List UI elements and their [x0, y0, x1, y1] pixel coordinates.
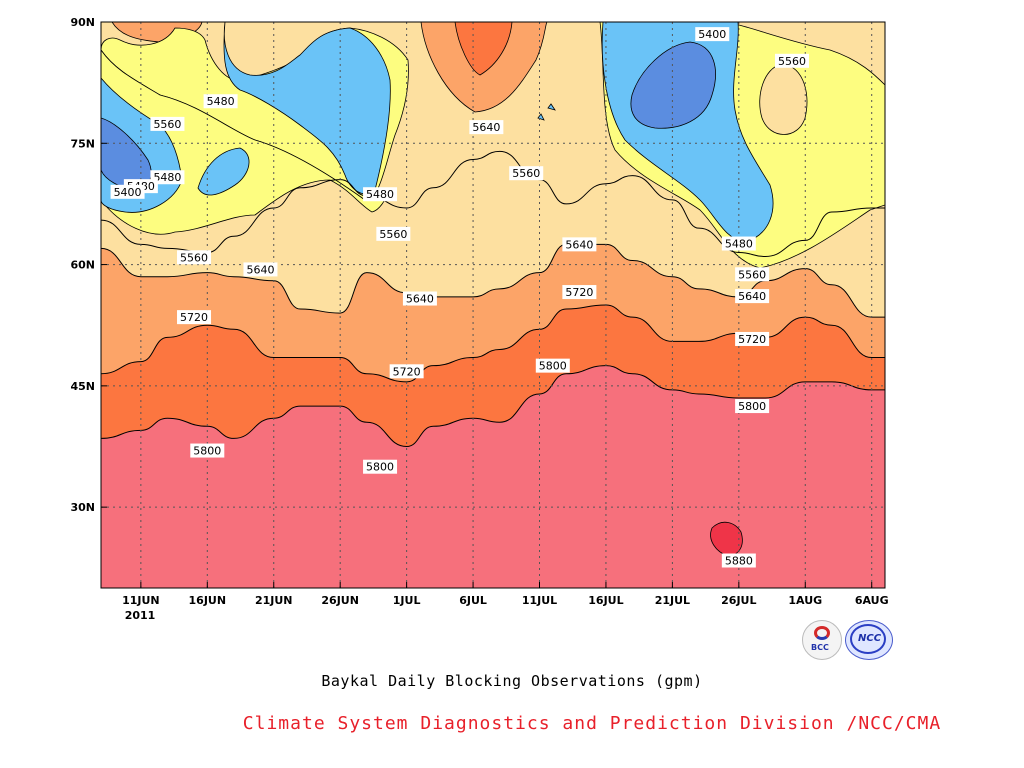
- band-5560-5640-inner-ne: [719, 22, 885, 86]
- x-tick-label: 11JUN: [122, 594, 160, 607]
- svg-text:5640: 5640: [565, 238, 593, 251]
- svg-text:5800: 5800: [539, 360, 567, 373]
- contour-label: 5720: [389, 364, 424, 379]
- x-tick-label: 11JUL: [522, 594, 557, 607]
- svg-text:5480: 5480: [153, 171, 181, 184]
- contour-label: 5800: [190, 443, 225, 458]
- svg-text:5480: 5480: [207, 95, 235, 108]
- contour-label: 5640: [402, 291, 437, 306]
- contour-label: 5720: [735, 331, 770, 346]
- y-tick-label: 60N: [70, 259, 95, 272]
- svg-text:5880: 5880: [725, 555, 753, 568]
- contour-label: 5560: [177, 250, 212, 265]
- contour-label: 5880: [721, 553, 756, 568]
- x-tick-label: 1AUG: [788, 594, 822, 607]
- contour-label: 5640: [735, 289, 770, 304]
- svg-text:5560: 5560: [180, 251, 208, 264]
- svg-text:5560: 5560: [153, 118, 181, 131]
- y-tick-label: 30N: [70, 501, 95, 514]
- y-tick-label: 45N: [70, 380, 95, 393]
- svg-text:5480: 5480: [366, 188, 394, 201]
- contour-label: 5560: [376, 226, 411, 241]
- svg-text:5720: 5720: [393, 365, 421, 378]
- contour-label: 5480: [721, 236, 756, 251]
- contour-label: 5800: [735, 399, 770, 414]
- x-tick-label: 6JUL: [459, 594, 487, 607]
- x-tick-label: 16JUL: [588, 594, 623, 607]
- y-axis: 90N 75N 60N 45N 30N: [70, 16, 107, 514]
- svg-text:5560: 5560: [778, 55, 806, 68]
- x-tick-label: 21JUN: [255, 594, 293, 607]
- x-tick-label: 21JUL: [655, 594, 690, 607]
- x-axis: 11JUN 16JUN 21JUN 26JUN 1JUL 6JUL 11JUL 16JUL 21…: [122, 582, 889, 607]
- svg-text:5400: 5400: [114, 186, 142, 199]
- svg-text:5800: 5800: [366, 461, 394, 474]
- band-5400-5480-speck-2: [547, 103, 556, 111]
- svg-text:5800: 5800: [193, 445, 221, 458]
- svg-text:5560: 5560: [379, 228, 407, 241]
- band-below-5400-east: [630, 41, 716, 129]
- band-5400-5480-region-north: [223, 22, 391, 195]
- x-tick-label: 1JUL: [393, 594, 421, 607]
- x-tick-label: 6AUG: [855, 594, 889, 607]
- contour-label: 5720: [177, 310, 212, 325]
- svg-text:5720: 5720: [180, 311, 208, 324]
- contour-line-5800: [101, 365, 885, 448]
- contour-label: 5560: [150, 116, 185, 131]
- x-tick-label: 16JUN: [189, 594, 227, 607]
- grid: [101, 22, 885, 588]
- svg-text:5640: 5640: [472, 121, 500, 134]
- svg-text:5560: 5560: [512, 167, 540, 180]
- band-5400-5480-blob-small: [197, 147, 250, 196]
- svg-text:5640: 5640: [246, 263, 274, 276]
- contour-labels: 5400 5560 5480 5560 5640 5480 5480 5400 5480 5560…: [110, 27, 809, 568]
- contour-label: 5640: [243, 262, 278, 277]
- contour-label: 5800: [535, 358, 570, 373]
- contour-label: 5800: [363, 459, 398, 474]
- contour-chart: 11JUN 16JUN 21JUN 26JUN 1JUL 6JUL 11JUL 16JUL 21…: [70, 16, 889, 620]
- svg-text:5640: 5640: [738, 290, 766, 303]
- svg-text:5560: 5560: [738, 268, 766, 281]
- svg-text:5480: 5480: [725, 238, 753, 251]
- x-tick-label: 26JUL: [721, 594, 756, 607]
- bcc-logo: BCC: [802, 620, 842, 660]
- contour-label: 5480: [203, 94, 238, 109]
- plot-area: [101, 22, 885, 588]
- x-tick-label: 26JUN: [321, 594, 359, 607]
- credit-line: Climate System Diagnostics and Predictio…: [242, 713, 942, 734]
- svg-text:5720: 5720: [738, 333, 766, 346]
- svg-text:5640: 5640: [406, 293, 434, 306]
- contour-label: 5560: [774, 53, 809, 68]
- contour-label: 5640: [469, 120, 504, 135]
- band-5720-5800-blob-north: [454, 22, 513, 76]
- svg-text:5400: 5400: [698, 28, 726, 41]
- contour-line-5560: [101, 150, 885, 257]
- svg-text:5800: 5800: [738, 400, 766, 413]
- band-5560-5640-oval-ne: [759, 64, 808, 135]
- y-tick-label: 90N: [70, 16, 95, 29]
- contour-label: 5640: [562, 237, 597, 252]
- contour-label: 5560: [735, 267, 770, 282]
- contour-label: 5560: [509, 166, 544, 181]
- y-tick-label: 75N: [70, 137, 95, 150]
- contour-label: 5400: [110, 184, 145, 199]
- svg-text:5720: 5720: [565, 286, 593, 299]
- band-above-5880: [710, 521, 743, 557]
- contour-label: 5720: [562, 285, 597, 300]
- contour-label: 5480: [150, 170, 185, 185]
- chart-title: Baykal Daily Blocking Observations (gpm): [321, 672, 703, 690]
- x-axis-year-label: 2011: [125, 609, 156, 620]
- ncc-logo: NCC: [845, 620, 893, 660]
- contour-label: 5480: [363, 187, 398, 202]
- plot-frame: [100, 21, 886, 589]
- contour-label: 5400: [695, 27, 730, 42]
